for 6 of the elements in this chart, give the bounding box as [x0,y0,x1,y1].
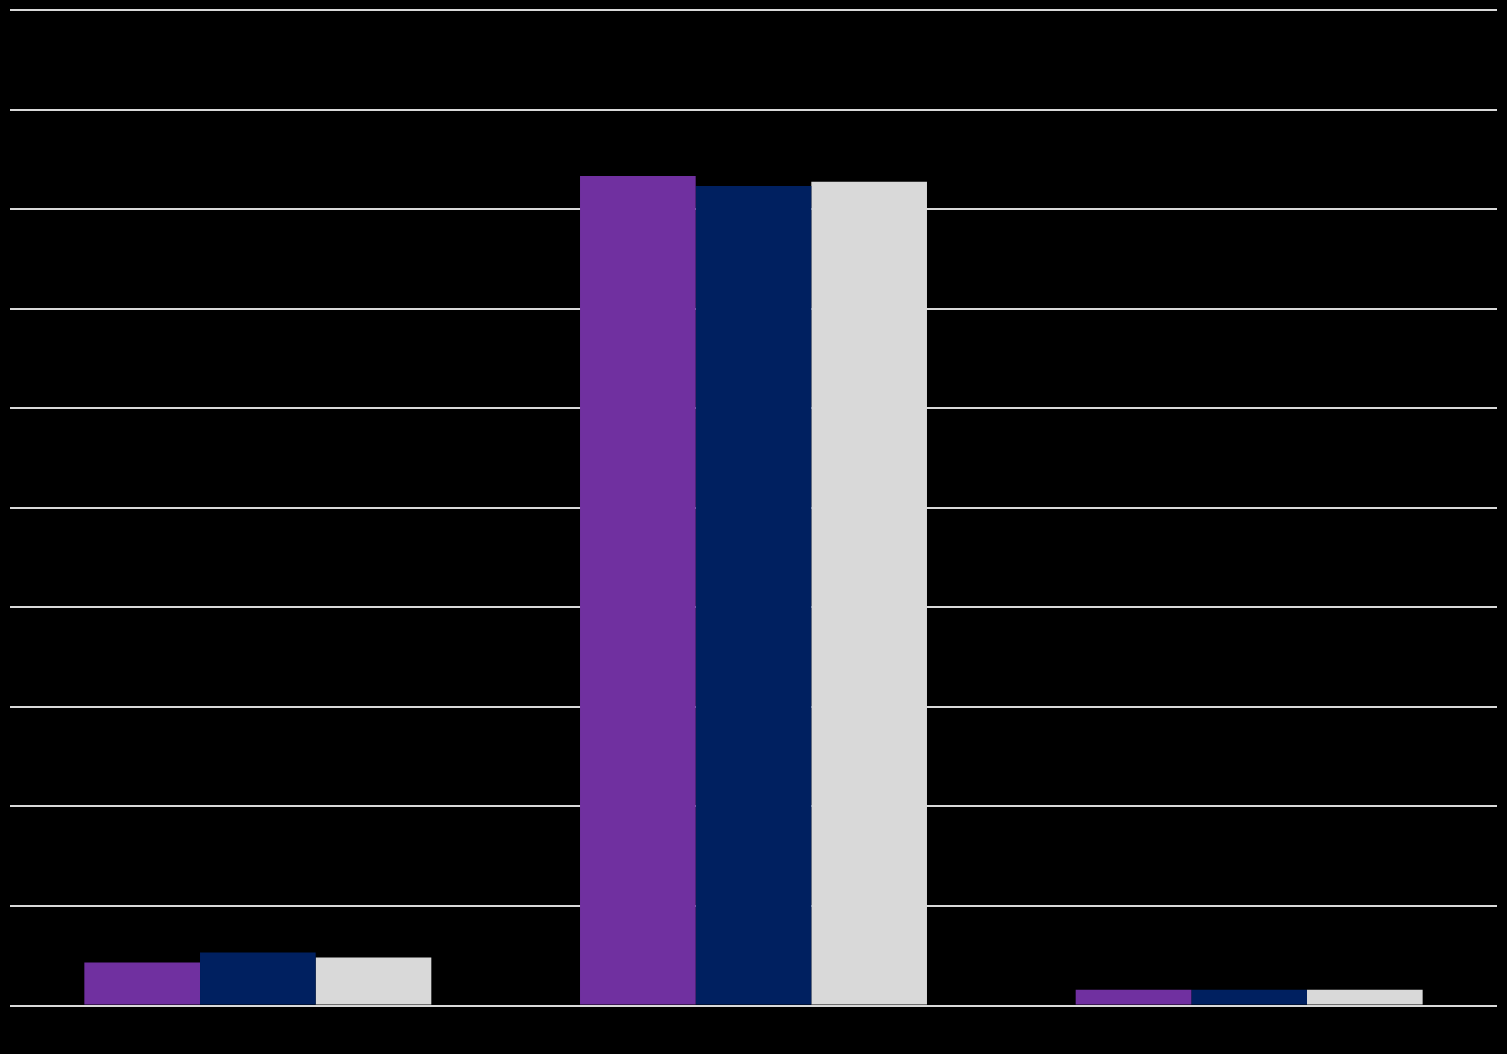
bar [695,185,812,1005]
bar [580,175,696,1005]
bar [1075,989,1192,1005]
bar [200,952,316,1005]
bar [84,962,201,1005]
bar [1191,989,1307,1005]
